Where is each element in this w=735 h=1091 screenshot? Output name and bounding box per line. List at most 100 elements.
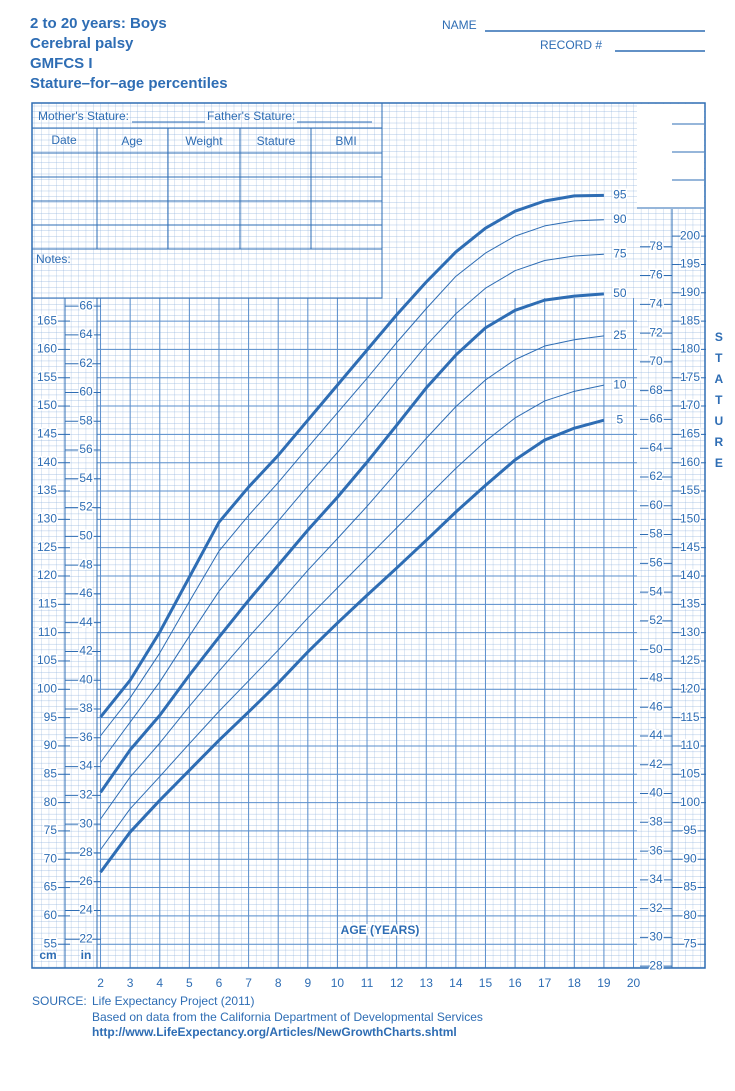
y2-tick-in-label: 68: [649, 383, 663, 397]
major-grid: [97, 298, 637, 968]
blank-area: [637, 104, 704, 209]
y2-tick-in-label: 78: [649, 239, 663, 253]
y-tick-label: 125: [37, 540, 57, 554]
percentile-curve: [99, 193, 604, 718]
x-tick-label: 5: [186, 976, 193, 990]
column-header: BMI: [335, 134, 356, 148]
y-tick-label: 165: [37, 313, 57, 327]
record-form: Mother's Stature: Father's Stature: Date…: [31, 102, 383, 299]
notes-label: Notes:: [36, 252, 71, 266]
y2-tick-label: 175: [680, 370, 700, 384]
y2-tick-label: 90: [683, 851, 697, 865]
y-tick-in-label: 50: [79, 529, 93, 543]
y2-tick-in-label: 66: [649, 412, 663, 426]
y-tick-in-label: 32: [79, 788, 93, 802]
y-tick-label: 120: [37, 568, 57, 582]
title-line: 2 to 20 years: Boys: [30, 15, 167, 32]
y2-tick-label: 110: [680, 738, 699, 752]
y2-tick-in-label: 52: [649, 613, 663, 627]
y-tick-in-label: 30: [79, 816, 93, 830]
percentile-curve: [99, 292, 605, 794]
y2-tick-in-label: 40: [649, 786, 663, 800]
source-line: Life Expectancy Project (2011): [92, 994, 255, 1008]
y-tick-label: 90: [44, 738, 58, 752]
y2-tick-in-label: 32: [649, 901, 663, 915]
mothers-stature: Mother's Stature:: [38, 109, 129, 123]
y2-tick-in-label: 56: [649, 555, 663, 569]
y-tick-in-label: 22: [79, 931, 93, 945]
y-tick-in-label: 34: [79, 759, 93, 773]
x-tick-label: 2: [97, 976, 104, 990]
y-tick-label: 160: [37, 342, 57, 356]
y-tick-in-label: 38: [79, 701, 93, 715]
x-tick-label: 7: [245, 976, 252, 990]
y2-tick-label: 145: [680, 540, 700, 554]
y2-tick-label: 120: [680, 681, 700, 695]
x-tick-label: 15: [479, 976, 493, 990]
y-tick-in-label: 52: [79, 500, 93, 514]
y2-tick-in-label: 62: [649, 469, 663, 483]
title-line: GMFCS I: [30, 55, 93, 72]
percentile-curve: [100, 253, 604, 763]
x-tick-label: 10: [331, 976, 345, 990]
percentile-curve: [99, 418, 605, 874]
x-tick-label: 9: [304, 976, 311, 990]
y2-tick-in-label: 60: [649, 498, 663, 512]
percentile-curve: [100, 219, 604, 737]
column-header: Date: [51, 133, 77, 147]
y-tick-label: 150: [37, 398, 57, 412]
x-tick-label: 3: [127, 976, 134, 990]
minor-grid: [32, 103, 705, 968]
y2-tick-in-label: 50: [649, 642, 663, 656]
y2-tick-label: 115: [680, 710, 699, 724]
y2-tick-label: 150: [680, 512, 700, 526]
y2-tick-label: 75: [683, 936, 697, 950]
percentile-label: 90: [613, 212, 627, 226]
y2-tick-label: 95: [683, 823, 697, 837]
y2-tick-in-label: 64: [649, 440, 663, 454]
source-line: Based on data from the California Depart…: [92, 1010, 483, 1024]
y2-tick-in-label: 42: [649, 757, 663, 771]
y2-tick-label: 105: [680, 766, 700, 780]
y2-tick-label: 135: [680, 596, 700, 610]
y2-tick-label: 180: [680, 342, 700, 356]
y2-tick-in-label: 48: [649, 671, 663, 685]
x-tick-label: 13: [420, 976, 434, 990]
y2-tick-label: 190: [680, 285, 700, 299]
fathers-stature: Father's Stature:: [207, 109, 295, 123]
y-tick-in-label: 54: [79, 471, 93, 485]
y-tick-in-label: 26: [79, 874, 93, 888]
x-tick-label: 8: [275, 976, 282, 990]
y2-tick-label: 85: [683, 880, 697, 894]
y-axis-title: STATURE: [712, 330, 726, 477]
y-tick-in-label: 28: [79, 845, 93, 859]
y-tick-label: 80: [44, 795, 58, 809]
y2-tick-in-label: 30: [649, 930, 663, 944]
percentile-label: 5: [617, 412, 624, 426]
source-label: SOURCE:: [32, 994, 87, 1008]
x-tick-label: 14: [449, 976, 463, 990]
y2-tick-label: 140: [680, 568, 700, 582]
x-tick-label: 20: [627, 976, 641, 990]
y-tick-in-label: 42: [79, 644, 93, 658]
y2-tick-in-label: 58: [649, 527, 663, 541]
y-tick-label: 115: [38, 596, 57, 610]
record-label: RECORD #: [540, 38, 602, 52]
y-tick-label: 60: [44, 908, 58, 922]
x-tick-label: 17: [538, 976, 552, 990]
y2-tick-in-label: 46: [649, 699, 663, 713]
y-tick-label: 135: [37, 483, 57, 497]
y2-tick-in-label: 38: [649, 814, 663, 828]
y-tick-label: 95: [44, 710, 58, 724]
y-tick-label: 145: [37, 427, 57, 441]
title-line: Cerebral palsy: [30, 35, 134, 52]
y-tick-label: 140: [37, 455, 57, 469]
x-tick-label: 19: [597, 976, 611, 990]
column-header: Weight: [185, 134, 223, 148]
x-tick-label: 11: [361, 976, 374, 990]
y-tick-label: 155: [37, 370, 57, 384]
y2-tick-in-label: 70: [649, 354, 663, 368]
y-tick-label: 65: [44, 880, 58, 894]
percentile-curve: [100, 384, 605, 850]
